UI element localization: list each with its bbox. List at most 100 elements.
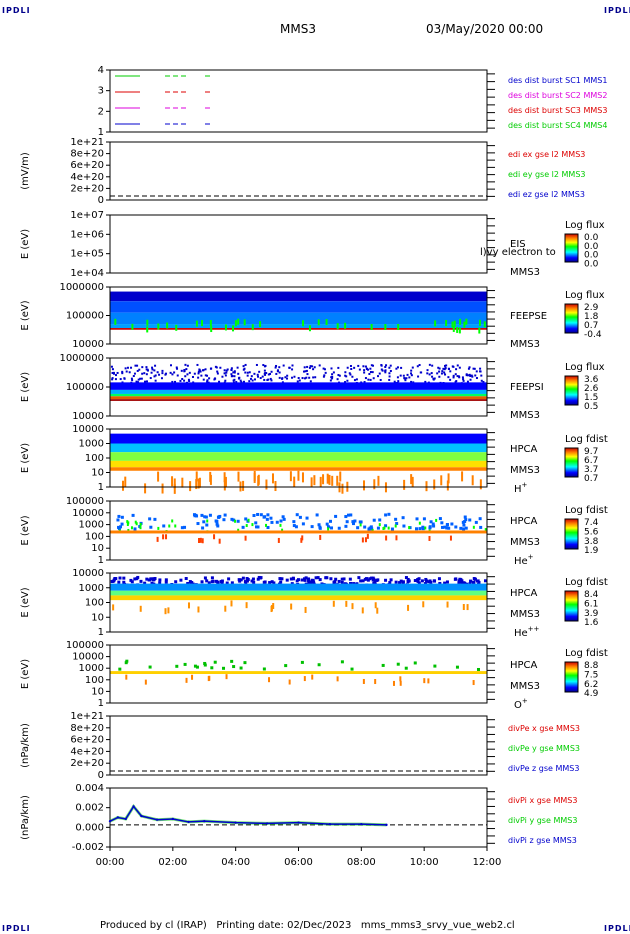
heatmap-speck-6-129 [462,523,466,527]
heatmap-speck-7-155 [112,579,116,583]
heatmap-speck-6-68 [415,517,419,521]
ytick-label-divpe-1: 2e+20 [70,758,104,769]
heatmap-speck-4-36 [428,363,431,366]
heatmap-speck-4-140 [466,374,469,377]
heatmap-speck-4-383 [291,368,294,371]
heatmap-speck-7-13 [112,604,115,611]
heatmap-speck-6-27 [301,522,305,526]
heatmap-speck-4-285 [246,374,249,377]
heatmap-speck-4-219 [224,379,227,382]
heatmap-speck-4-366 [183,368,186,371]
heatmap-speck-6-1 [440,525,444,529]
heatmap-speck-6-117 [133,527,137,531]
heatmap-speck-4-218 [230,373,233,376]
heatmap-speck-4-245 [146,368,149,371]
ytick-label-hpca-o-0: 1 [98,698,104,709]
heatmap-speck-4-314 [367,378,370,381]
panel-frame-eis [109,214,488,274]
heatmap-speck-6-11 [395,535,398,541]
heatmap-speck-4-262 [137,378,140,381]
heatmap-speck-5-24 [293,476,296,487]
heatmap-speck-7-6 [187,602,190,609]
heatmap-speck-6-9 [168,524,171,528]
heatmap-speck-6-10 [428,535,431,541]
heatmap-speck-4-213 [472,367,475,370]
heatmap-speck-4-315 [188,380,191,383]
ytick-label-hpca-he-2: 100 [85,531,104,542]
heatmap-speck-4-325 [365,367,368,370]
heatmap-speck-7-116 [118,576,122,580]
heatmap-speck-6-14 [282,517,286,521]
heatmap-speck-7-159 [443,581,447,585]
heatmap-speck-4-293 [253,378,256,381]
heatmap-speck-4-339 [255,363,258,366]
heatmap-speck-4-92 [349,364,352,367]
heatmap-speck-4-52 [323,368,326,371]
heatmap-speck-8-0 [230,659,234,663]
heatmap-speck-8-22 [183,662,187,666]
spacecraft-label-hpca-hepp: MMS3 [510,609,540,620]
heatmap-speck-4-237 [171,380,174,383]
heatmap-speck-7-201 [372,582,376,586]
heatmap-speck-4-67 [132,375,135,378]
heatmap-speck-4-313 [399,374,402,377]
ytick-label-feepsi-0: 10000 [72,411,104,422]
heatmap-speck-4-194 [136,364,139,367]
heatmap-speck-5-42 [471,475,474,486]
heatmap-speck-5-1 [425,481,428,492]
heatmap-speck-3-4 [452,325,455,332]
heatmap-speck-4-283 [201,369,204,372]
heatmap-speck-3-27 [157,323,160,330]
heatmap-speck-7-186 [429,580,433,584]
heatmap-speck-4-362 [449,378,452,381]
heatmap-speck-4-111 [197,376,200,379]
heatmap-speck-3-29 [175,324,178,331]
heatmap-speck-4-50 [438,375,441,378]
heatmap-speck-7-184 [295,579,299,583]
heatmap-speck-7-13 [272,581,276,585]
heatmap-band-3-4 [110,328,487,330]
heatmap-speck-6-38 [245,524,248,528]
heatmap-speck-3-31 [344,322,347,329]
heatmap-speck-4-229 [350,368,353,371]
heatmap-speck-6-10 [222,518,226,522]
heatmap-speck-7-110 [469,579,473,583]
heatmap-speck-6-96 [474,520,478,524]
heatmap-speck-7-217 [303,578,307,582]
heatmap-speck-4-270 [244,363,247,366]
heatmap-band-4-0 [110,382,487,390]
colorbar-tick-hpca-hepp-2: 3.9 [584,609,599,619]
heatmap-speck-6-99 [464,526,468,530]
series-point-divpi-7 [187,820,190,824]
heatmap-speck-6-59 [148,517,152,521]
colorbar-tick-hpca-hepp-0: 8.4 [584,590,599,600]
heatmap-speck-7-96 [460,579,464,583]
heatmap-speck-6-1 [319,534,322,540]
heatmap-speck-7-174 [246,578,250,582]
series-point-divpi-8 [203,819,206,823]
species-charge-hpca-o: + [522,697,528,705]
heatmap-speck-4-395 [198,369,201,372]
heatmap-speck-4-128 [437,366,440,369]
heatmap-speck-7-76 [184,577,188,581]
heatmap-speck-7-182 [152,578,156,582]
heatmap-speck-4-156 [363,369,366,372]
heatmap-speck-4-81 [364,365,367,368]
heatmap-speck-6-103 [305,516,309,520]
ytick-label-divpe-5: 1e+21 [70,711,104,722]
heatmap-speck-8-11 [148,665,152,669]
heatmap-speck-5-23 [239,481,242,492]
heatmap-speck-6-0 [281,528,284,532]
heatmap-speck-4-195 [232,371,235,374]
heatmap-band-3-3 [110,324,487,329]
heatmap-speck-7-60 [458,577,462,581]
heatmap-speck-6-15 [484,528,487,532]
heatmap-speck-3-3 [397,324,400,331]
heatmap-speck-7-163 [359,579,363,583]
panel-frame-edi-e [109,141,488,201]
heatmap-speck-6-47 [418,527,422,531]
heatmap-speck-4-378 [431,364,434,367]
heatmap-speck-4-198 [313,366,316,369]
heatmap-speck-7-58 [263,580,267,584]
heatmap-speck-7-103 [200,580,204,584]
